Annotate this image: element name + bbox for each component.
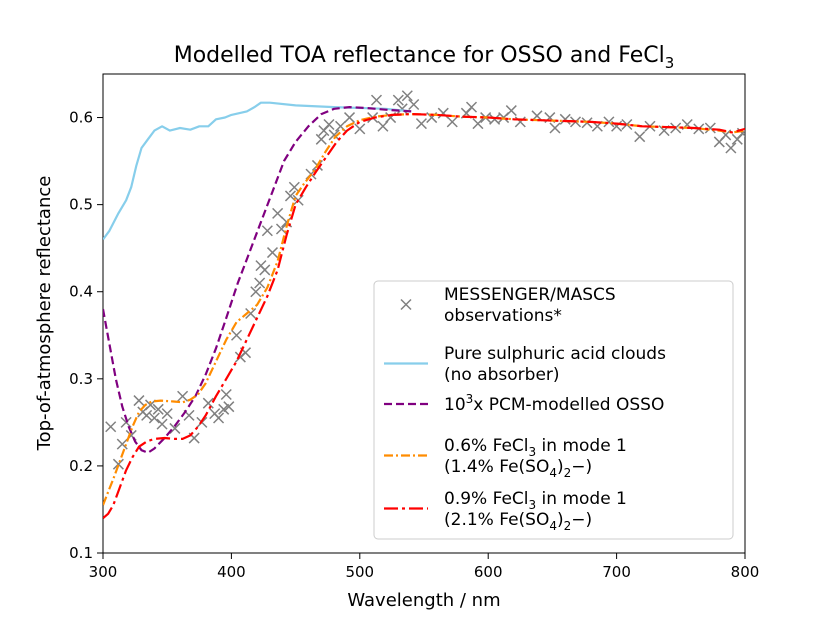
- y-tick-label: 0.6: [69, 109, 93, 127]
- legend-label-part: ): [557, 457, 564, 477]
- observation-point: [371, 95, 381, 105]
- legend-label-part: observations*: [444, 306, 562, 326]
- observation-point: [251, 287, 261, 297]
- legend-label: 103x PCM-modelled OSSO: [444, 392, 664, 415]
- legend-label-part: x PCM-modelled OSSO: [473, 395, 664, 415]
- observation-point: [506, 106, 516, 116]
- observation-point: [149, 413, 159, 423]
- observation-point: [276, 224, 286, 234]
- observation-point: [416, 119, 426, 129]
- observation-point: [467, 102, 477, 112]
- legend-label: 0.9% FeCl3 in mode 1: [444, 489, 627, 512]
- y-tick-label: 0.1: [69, 544, 93, 562]
- observation-point: [214, 413, 224, 423]
- chart-title-subscript: 3: [665, 54, 675, 72]
- observation-point: [355, 124, 365, 134]
- x-tick-label: 800: [731, 563, 760, 581]
- chart: Modelled TOA reflectance for OSSO and Fe…: [0, 0, 828, 621]
- legend-label-part: 10: [444, 395, 466, 415]
- legend-label-part: −): [571, 510, 592, 530]
- observation-point: [409, 99, 419, 109]
- legend-label-part: (2.1% Fe(SO: [444, 510, 549, 530]
- observation-point: [635, 132, 645, 142]
- y-tick-label: 0.2: [69, 457, 93, 475]
- y-axis-label: Top-of-atmosphere reflectance: [34, 176, 55, 452]
- observation-point: [260, 265, 270, 275]
- legend-label-part: MESSENGER/MASCS: [444, 285, 616, 305]
- observation-point: [345, 113, 355, 123]
- legend-label-part: ): [557, 510, 564, 530]
- y-tick-label: 0.5: [69, 196, 93, 214]
- legend-label-part: in mode 1: [536, 489, 627, 509]
- legend-label-part: 0.6% FeCl: [444, 436, 529, 456]
- observation-point: [221, 389, 231, 399]
- legend-label: (no absorber): [444, 365, 560, 385]
- y-axis: 0.1 0.2 0.3 0.4 0.5 0.6: [69, 109, 103, 562]
- observation-point: [273, 208, 283, 218]
- observation-point: [178, 391, 188, 401]
- legend-label-part: −): [571, 457, 592, 477]
- legend-label: MESSENGER/MASCS: [444, 285, 616, 305]
- observation-point: [393, 95, 403, 105]
- legend-label-part: 4: [549, 466, 557, 480]
- y-tick-label: 0.3: [69, 370, 93, 388]
- legend-label-part: 2: [564, 466, 572, 480]
- legend-label-part: 3: [466, 392, 474, 406]
- series-line-pure: [103, 103, 411, 240]
- x-tick-label: 300: [89, 563, 118, 581]
- x-tick-label: 400: [217, 563, 246, 581]
- observation-point: [162, 409, 172, 419]
- legend-label-part: (1.4% Fe(SO: [444, 457, 549, 477]
- observation-point: [402, 91, 412, 101]
- x-axis: 300 400 500 600 700 800: [89, 553, 760, 581]
- observation-point: [316, 134, 326, 144]
- observation-point: [289, 182, 299, 192]
- legend-label: 0.6% FeCl3 in mode 1: [444, 436, 627, 459]
- observation-point: [134, 396, 144, 406]
- observation-point: [157, 419, 167, 429]
- observation-point: [726, 143, 736, 153]
- observation-point: [473, 119, 483, 129]
- legend-label-part: (no absorber): [444, 365, 560, 385]
- observation-point: [232, 330, 242, 340]
- observation-point: [550, 123, 560, 133]
- legend-label-part: 0.9% FeCl: [444, 489, 529, 509]
- legend-label: observations*: [444, 306, 562, 326]
- legend-label-part: 2: [564, 519, 572, 533]
- x-tick-label: 500: [345, 563, 374, 581]
- x-tick-label: 600: [474, 563, 503, 581]
- observation-point: [560, 114, 570, 124]
- observation-point: [203, 398, 213, 408]
- observation-point: [447, 117, 457, 127]
- observation-point: [255, 278, 265, 288]
- observation-point: [324, 120, 334, 130]
- legend-label: Pure sulphuric acid clouds: [444, 344, 666, 364]
- observation-point: [397, 104, 407, 114]
- chart-title-text: Modelled TOA reflectance for OSSO and Fe…: [174, 43, 665, 68]
- observation-point: [142, 410, 152, 420]
- legend-label-part: Pure sulphuric acid clouds: [444, 344, 666, 364]
- observation-point: [262, 226, 272, 236]
- x-tick-label: 700: [602, 563, 631, 581]
- y-tick-label: 0.4: [69, 283, 93, 301]
- observation-point: [267, 248, 277, 258]
- observation-point: [106, 422, 116, 432]
- x-axis-label: Wavelength / nm: [347, 590, 500, 611]
- legend-label-part: in mode 1: [536, 436, 627, 456]
- legend-label-part: 4: [549, 519, 557, 533]
- chart-title: Modelled TOA reflectance for OSSO and Fe…: [174, 43, 675, 72]
- observation-point: [117, 439, 127, 449]
